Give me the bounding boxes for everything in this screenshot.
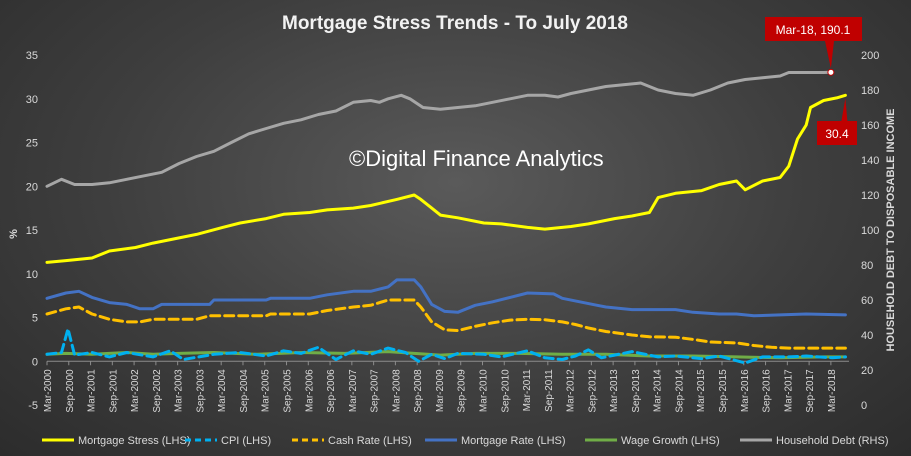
series-line-cash-rate-lhs xyxy=(45,298,847,350)
legend: Mortgage Stress (LHS) CPI (LHS) Cash Rate … xyxy=(42,435,889,447)
x-tick-label: Mar-2005 xyxy=(261,369,272,412)
x-tick-label: Mar-2016 xyxy=(740,369,751,412)
x-tick-label: Sep-2003 xyxy=(195,369,206,413)
x-tick-label: Sep-2012 xyxy=(587,369,598,413)
y2-tick-label: 200 xyxy=(861,50,879,62)
legend-entry: Wage Growth (LHS) xyxy=(621,435,720,447)
y-tick-label: -5 xyxy=(28,400,38,412)
callout-pointer xyxy=(825,41,834,69)
x-tick-label: Mar-2011 xyxy=(522,369,533,411)
x-tick-label: Sep-2017 xyxy=(805,369,816,413)
series-line-mortgage-rate-lhs xyxy=(45,278,847,318)
y2-tick-label: 100 xyxy=(861,225,879,237)
legend-entry: Mortgage Rate (LHS) xyxy=(461,435,566,447)
x-tick-label: Mar-2012 xyxy=(566,369,577,412)
y-tick-label: 5 xyxy=(32,313,38,325)
x-tick-label: Sep-2013 xyxy=(631,369,642,413)
x-tick-label: Sep-2011 xyxy=(544,369,555,412)
x-tick-label: Sep-2010 xyxy=(500,369,511,413)
x-tick-label: Sep-2008 xyxy=(413,369,424,413)
y-tick-label: 25 xyxy=(26,138,38,150)
y2-tick-label: 20 xyxy=(861,365,873,377)
y-tick-label: 15 xyxy=(26,225,38,237)
callout-marker xyxy=(827,68,835,76)
chart-title: Mortgage Stress Trends - To July 2018 xyxy=(282,13,628,34)
x-tick-label: Mar-2014 xyxy=(653,369,664,412)
x-tick-label: Sep-2002 xyxy=(152,369,163,413)
y-tick-label: 35 xyxy=(26,50,38,62)
y2-tick-label: 180 xyxy=(861,85,879,97)
x-tick-label: Sep-2009 xyxy=(457,369,468,413)
y-axis-label: % xyxy=(8,229,20,239)
callout-mortgage-stress: 30.4 xyxy=(817,98,857,145)
x-tick-label: Mar-2006 xyxy=(304,369,315,412)
callout-pointer xyxy=(841,98,848,121)
callout-label: 30.4 xyxy=(825,127,849,141)
x-tick-label: Sep-2014 xyxy=(674,369,685,413)
x-tick-label: Sep-2004 xyxy=(239,369,250,413)
legend-entry: Household Debt (RHS) xyxy=(776,435,889,447)
series-line-cpi-lhs xyxy=(45,327,847,365)
y-tick-label: 0 xyxy=(32,356,38,368)
callout-label: Mar-18, 190.1 xyxy=(776,23,851,37)
x-tick-label: Mar-2001 xyxy=(87,369,98,412)
callout-box xyxy=(765,17,862,41)
y-tick-label: 20 xyxy=(26,181,38,193)
callout-household-debt: Mar-18, 190.1 xyxy=(765,17,862,69)
y-tick-label: 30 xyxy=(26,94,38,106)
y2-axis-label: HOUSEHOLD DEBT TO DISPOSABLE INCOME xyxy=(885,108,897,351)
x-tick-label: Mar-2003 xyxy=(174,369,185,412)
y-tick-label: 10 xyxy=(26,269,38,281)
y2-tick-label: 80 xyxy=(861,260,873,272)
legend-entry: Cash Rate (LHS) xyxy=(328,435,412,447)
x-tick-label: Mar-2015 xyxy=(696,369,707,412)
x-tick-label: Sep-2007 xyxy=(370,369,381,413)
x-tick-label: Sep-2006 xyxy=(326,369,337,413)
x-tick-label: Mar-2013 xyxy=(609,369,620,412)
x-tick-label: Mar-2004 xyxy=(217,369,228,412)
plot-area: -5 0 5 10 15 20 25 30 35 0 20 40 60 80 100 120 140 160 180… xyxy=(8,17,897,413)
series-line-mortgage-stress-lhs xyxy=(45,93,847,264)
x-tick-label: Mar-2008 xyxy=(391,369,402,412)
watermark: ©Digital Finance Analytics xyxy=(349,146,604,171)
x-tick-label: Sep-2005 xyxy=(283,369,294,413)
y2-tick-label: 120 xyxy=(861,190,879,202)
callout-box xyxy=(817,121,857,145)
legend-entry: CPI (LHS) xyxy=(221,435,271,447)
x-tick-label: Mar-2009 xyxy=(435,369,446,412)
x-tick-label: Mar-2002 xyxy=(130,369,141,412)
series-line-household-debt-rhs xyxy=(45,70,833,188)
x-tick-label: Mar-2018 xyxy=(827,369,838,412)
x-tick-label: Sep-2001 xyxy=(108,369,119,413)
x-tick-label: Mar-2000 xyxy=(43,369,54,412)
y2-tick-label: 140 xyxy=(861,155,879,167)
y2-tick-label: 60 xyxy=(861,295,873,307)
x-tick-label: Sep-2015 xyxy=(718,369,729,413)
x-tick-label: Sep-2000 xyxy=(65,369,76,413)
x-tick-label: Mar-2010 xyxy=(478,369,489,412)
y2-tick-label: 40 xyxy=(861,330,873,342)
legend-entry: Mortgage Stress (LHS) xyxy=(78,435,190,447)
y2-tick-label: 0 xyxy=(861,400,867,412)
x-tick-label: Mar-2007 xyxy=(348,369,359,412)
x-tick-label: Mar-2017 xyxy=(783,369,794,412)
y2-tick-label: 160 xyxy=(861,120,879,132)
x-tick-label: Sep-2016 xyxy=(762,369,773,413)
